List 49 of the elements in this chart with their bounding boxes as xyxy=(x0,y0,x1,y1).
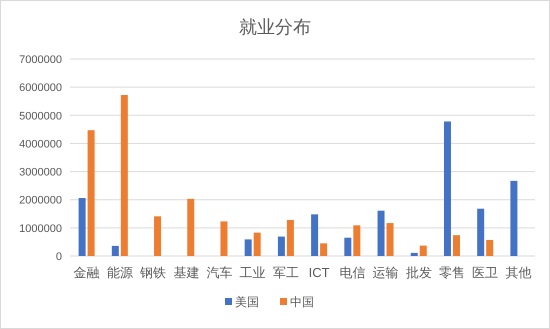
bar xyxy=(244,239,252,256)
bar xyxy=(112,246,119,256)
bar xyxy=(154,216,162,256)
bar xyxy=(220,221,228,256)
y-tick-label: 4000000 xyxy=(19,138,62,150)
bar xyxy=(286,220,294,256)
bar xyxy=(187,198,194,256)
bar xyxy=(444,121,451,256)
y-tick-label: 7000000 xyxy=(19,54,62,66)
bar xyxy=(120,95,128,256)
bar xyxy=(386,223,394,256)
legend-label: 中国 xyxy=(290,295,314,309)
y-tick-label: 5000000 xyxy=(19,110,62,122)
bar xyxy=(344,238,352,256)
bar xyxy=(420,246,427,256)
x-tick-label: 批发 xyxy=(406,265,432,280)
x-tick-label: 医卫 xyxy=(472,265,498,280)
y-tick-label: 6000000 xyxy=(19,82,62,94)
x-tick-label: 能源 xyxy=(106,265,133,280)
bar xyxy=(88,130,95,256)
x-tick-label: 零售 xyxy=(438,265,465,280)
x-tick-label: 钢铁 xyxy=(139,265,166,280)
y-tick-label: 0 xyxy=(56,251,62,263)
x-tick-label: 金融 xyxy=(74,265,100,280)
bar xyxy=(410,252,418,256)
bar xyxy=(254,232,261,256)
x-tick-label: 电信 xyxy=(339,265,366,280)
x-tick-label: 工业 xyxy=(240,265,266,280)
y-tick-label: 1000000 xyxy=(19,222,62,235)
bar xyxy=(278,236,285,256)
x-tick-label: 其他 xyxy=(505,265,532,280)
x-tick-label: 运输 xyxy=(372,265,399,280)
bar xyxy=(378,210,385,256)
x-tick-label: 军工 xyxy=(272,265,299,280)
bar xyxy=(311,214,318,256)
bar xyxy=(452,235,460,256)
bar xyxy=(78,198,86,256)
y-tick-label: 3000000 xyxy=(19,166,62,179)
y-tick-label: 2000000 xyxy=(19,194,62,207)
x-tick-label: 汽车 xyxy=(206,265,232,280)
chart-title: 就业分布 xyxy=(239,17,311,37)
x-tick-label: 基建 xyxy=(173,265,200,280)
bar xyxy=(486,240,494,256)
legend-label: 美国 xyxy=(235,295,259,309)
bar xyxy=(353,225,360,256)
bar xyxy=(320,243,328,256)
bar xyxy=(510,180,518,256)
x-tick-label: ICT xyxy=(308,265,330,280)
bar xyxy=(477,208,484,256)
